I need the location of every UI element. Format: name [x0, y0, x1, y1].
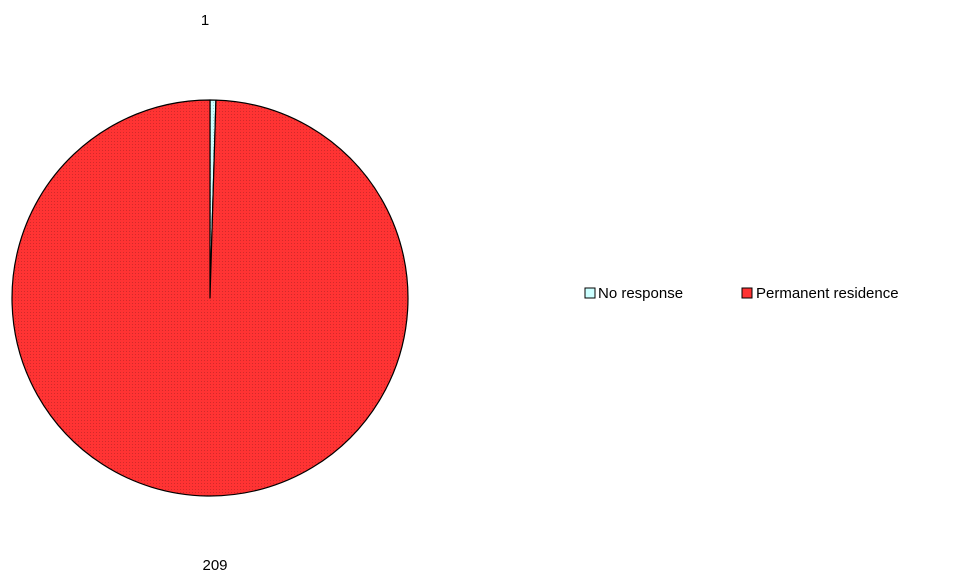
pie-slice-permanent-residence-texture [11, 100, 408, 497]
pie-slices [11, 99, 409, 497]
data-label-permanent-residence: 209 [202, 557, 227, 572]
legend-label-permanent-residence: Permanent residence [756, 285, 899, 302]
legend-swatch-no-response [584, 287, 596, 299]
legend-item-no-response: No response [584, 285, 683, 302]
legend: No response Permanent residence [584, 285, 899, 302]
data-label-no-response: 1 [201, 12, 209, 29]
legend-label-no-response: No response [598, 285, 683, 302]
legend-item-permanent-residence: Permanent residence [741, 285, 899, 302]
legend-swatch-permanent-residence [741, 287, 753, 299]
